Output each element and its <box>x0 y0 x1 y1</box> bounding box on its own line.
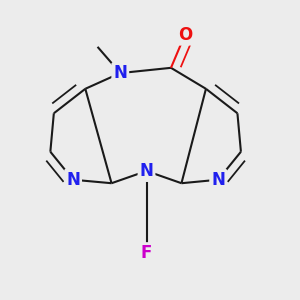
Text: N: N <box>66 171 80 189</box>
Text: N: N <box>113 64 127 82</box>
Text: F: F <box>141 244 152 262</box>
Text: N: N <box>140 162 153 180</box>
Text: N: N <box>211 171 225 189</box>
Text: O: O <box>178 26 192 44</box>
